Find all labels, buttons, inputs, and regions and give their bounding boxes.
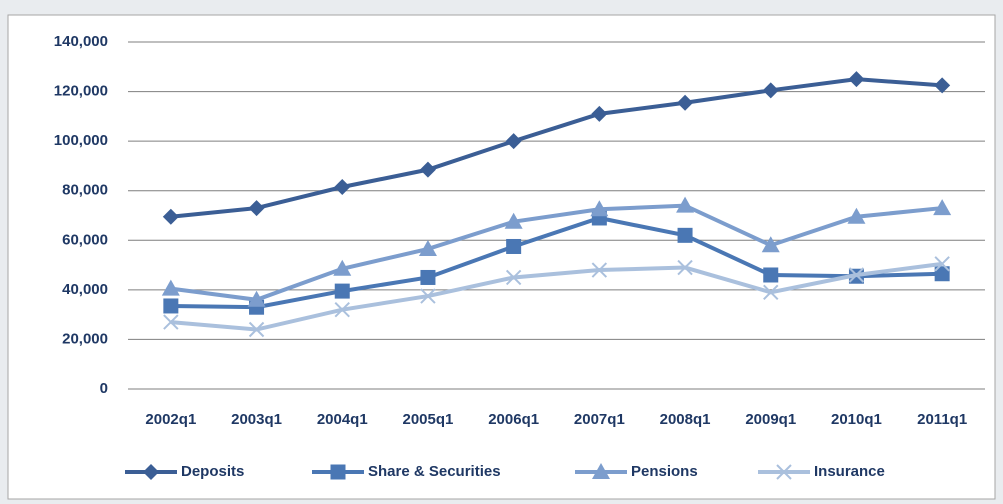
- x-tick-label: 2011q1: [917, 411, 967, 428]
- marker: [933, 199, 952, 216]
- y-tick-label: 20,000: [62, 330, 108, 347]
- marker: [934, 256, 950, 272]
- marker: [677, 227, 693, 243]
- y-tick-label: 120,000: [54, 83, 108, 100]
- marker: [247, 290, 266, 307]
- marker: [763, 284, 779, 301]
- legend-label: Insurance: [814, 463, 885, 480]
- marker: [677, 259, 693, 276]
- marker: [591, 262, 608, 278]
- x-tick-label: 2006q1: [488, 411, 539, 428]
- legend-label: Deposits: [181, 463, 244, 480]
- x-tick-label: 2002q1: [145, 411, 196, 428]
- x-tick-label: 2003q1: [231, 411, 282, 428]
- legend-label: Pensions: [631, 463, 698, 480]
- marker: [761, 236, 780, 253]
- marker: [162, 208, 179, 225]
- x-tick-label: 2005q1: [403, 411, 454, 428]
- marker: [934, 266, 950, 282]
- marker: [848, 267, 865, 283]
- marker: [591, 105, 608, 122]
- y-tick-label: 140,000: [54, 33, 108, 50]
- marker: [763, 267, 779, 283]
- marker: [505, 133, 522, 150]
- legend-marker: [592, 463, 610, 479]
- marker: [506, 238, 522, 254]
- marker: [334, 178, 351, 195]
- series-line: [170, 203, 943, 302]
- marker: [504, 212, 523, 229]
- legend-marker: [776, 464, 792, 480]
- marker: [676, 196, 695, 213]
- marker: [248, 200, 265, 217]
- marker: [419, 161, 436, 178]
- legend-marker: [143, 464, 159, 480]
- y-tick-label: 0: [100, 380, 108, 397]
- marker: [248, 321, 265, 338]
- x-tick-label: 2007q1: [574, 411, 625, 428]
- marker: [762, 82, 779, 99]
- x-tick-label: 2010q1: [831, 411, 882, 428]
- x-tick-label: 2004q1: [317, 411, 368, 428]
- legend-label: Share & Securities: [368, 463, 501, 480]
- marker: [334, 283, 350, 299]
- series-line: [170, 77, 943, 219]
- marker: [848, 71, 865, 88]
- y-tick-label: 100,000: [54, 132, 108, 149]
- marker: [420, 288, 436, 304]
- marker: [163, 298, 179, 314]
- x-tick-label: 2008q1: [660, 411, 711, 428]
- legend-marker: [330, 464, 346, 480]
- series-line: [170, 261, 943, 332]
- x-tick-label: 2009q1: [745, 411, 796, 428]
- y-tick-label: 40,000: [62, 281, 108, 298]
- y-tick-label: 60,000: [62, 231, 108, 248]
- marker: [334, 301, 350, 318]
- marker: [420, 269, 436, 285]
- marker: [333, 259, 352, 276]
- marker: [418, 239, 437, 256]
- marker: [847, 207, 866, 224]
- marker: [163, 314, 179, 330]
- series-line: [170, 215, 943, 310]
- y-tick-label: 80,000: [62, 182, 108, 199]
- marker: [677, 94, 694, 111]
- marker: [161, 279, 180, 296]
- marker: [590, 200, 609, 217]
- marker: [934, 77, 951, 94]
- marker: [505, 269, 522, 286]
- chart-frame: [7, 14, 996, 500]
